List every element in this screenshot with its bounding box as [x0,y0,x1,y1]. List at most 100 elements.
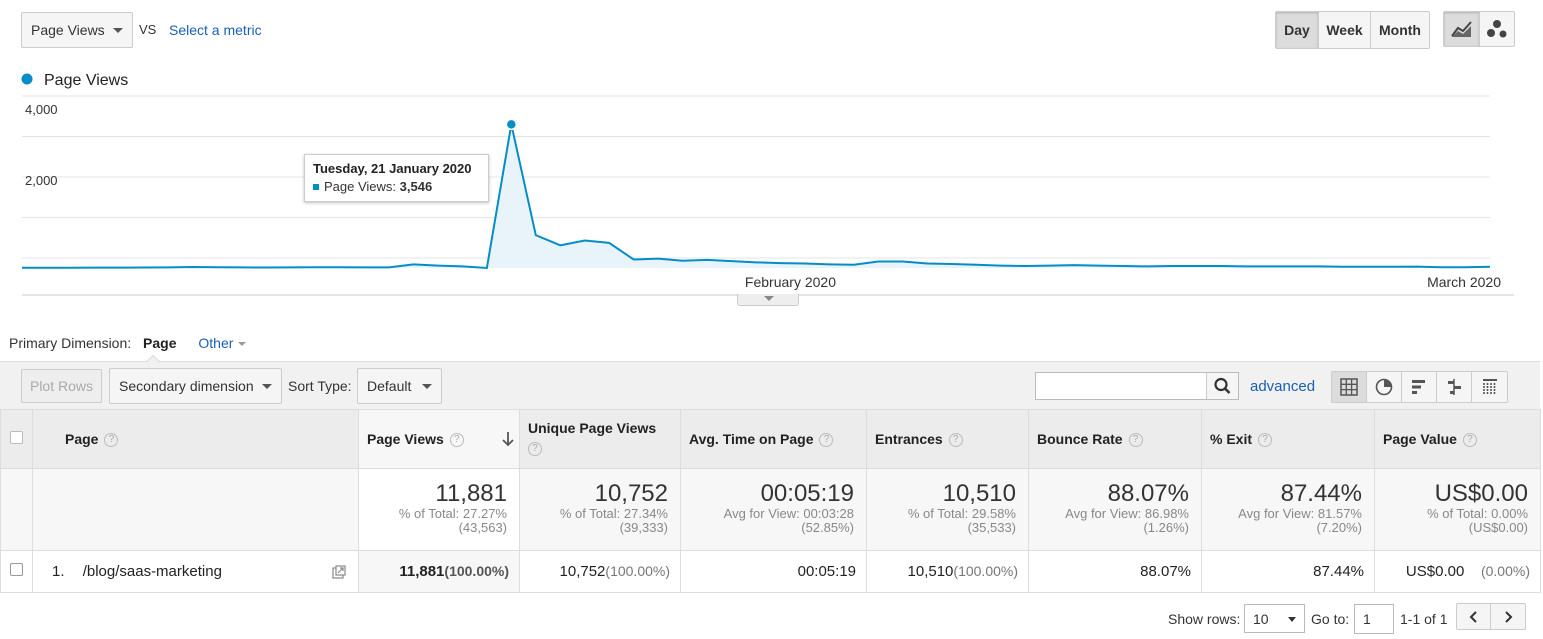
select-all-checkbox[interactable] [10,431,23,444]
total-line2: (7.20%) [1316,520,1362,535]
header-page-label: Page [65,430,99,447]
total-value: 10,510 [942,480,1016,507]
tooltip-series-label: Page Views: [324,179,397,194]
total-page-views: 11,881 % of Total: 27.27% (43,563) [358,468,520,551]
month-button[interactable]: Month [1379,22,1421,38]
help-icon[interactable]: ? [528,442,542,456]
vs-label: VS [139,22,157,37]
row-page-value-pct: (0.00%) [1480,563,1530,579]
total-line1: Avg for View: 86.98% [1065,506,1189,521]
total-line2: (35,533) [967,520,1016,535]
series-square-icon [313,183,319,190]
row-page-link[interactable]: /blog/saas-marketing [82,563,222,580]
header-unique-page-views[interactable]: Unique Page Views? [519,409,681,469]
plot-rows-button[interactable]: Plot Rows [21,369,102,403]
legend-dot [21,73,33,85]
total-line1: % of Total: 0.00% [1427,506,1528,521]
week-button[interactable]: Week [1319,12,1371,48]
header-avg-time[interactable]: Avg. Time on Page? [680,409,867,469]
select-all-cell [0,409,33,469]
sort-type-label: Sort Type: [288,378,352,394]
help-icon[interactable]: ? [1462,433,1477,448]
total-line2: (1.26%) [1143,520,1189,535]
header-page[interactable]: Page? [32,409,359,469]
help-icon[interactable]: ? [104,433,119,448]
help-icon[interactable]: ? [819,433,834,448]
y-tick-label: 4,000 [25,102,58,117]
row-page-value-value: US$0.00 [1405,563,1465,580]
search-button[interactable] [1206,373,1238,399]
select-metric-link[interactable]: Select a metric [169,22,262,38]
header-bounce-rate-label: Bounce Rate [1037,430,1123,447]
x-tick-label: March 2020 [1427,274,1501,290]
total-value: 00:05:19 [760,480,854,507]
header-page-views[interactable]: Page Views? [358,409,520,469]
total-value: 10,752 [594,480,668,507]
metric-select[interactable]: Page Views [21,12,133,48]
next-page-button[interactable] [1491,604,1525,629]
sort-type-value: Default [367,378,412,394]
metric-select-value: Page Views [31,22,105,38]
help-icon[interactable]: ? [1128,433,1143,448]
line-chart-icon[interactable] [1444,12,1480,46]
total-line1: Avg for View: 00:03:28 [723,506,854,521]
previous-page-button[interactable] [1457,604,1491,629]
total-avg-time: 00:05:19 Avg for View: 00:03:28 (52.85%) [680,468,867,551]
help-icon[interactable]: ? [1258,433,1273,448]
total-unique-page-views: 10,752 % of Total: 27.34% (39,333) [519,468,681,551]
totals-blank [0,468,33,551]
pivot-icon[interactable] [1472,372,1507,402]
secondary-dimension-select[interactable]: Secondary dimension [109,368,282,404]
data-table: Page? Page Views? Unique Page Views? Avg… [0,409,1541,593]
row-index: 1. [52,563,65,580]
primary-dimension-label: Primary Dimension: [9,335,132,351]
day-button[interactable]: Day [1276,12,1319,48]
row-page-views: 11,881(100.00%) [358,550,520,593]
header-bounce-rate[interactable]: Bounce Rate? [1028,409,1202,469]
chevron-down-icon [262,384,272,389]
header-page-value[interactable]: Page Value? [1374,409,1541,469]
row-unique-page-views-pct: (100.00%) [605,563,670,579]
show-rows-select[interactable]: 10 [1244,604,1305,633]
table-view-toggle [1331,371,1508,403]
row-page-views-value: 11,881 [399,563,445,580]
help-icon[interactable]: ? [449,433,464,448]
legend-label: Page Views [44,72,128,89]
dimension-page[interactable]: Page [143,335,177,351]
advanced-link[interactable]: advanced [1250,378,1316,395]
goto-input[interactable] [1354,604,1394,634]
header-entrances[interactable]: Entrances? [866,409,1029,469]
table-row[interactable]: 1. /blog/saas-marketing 11,881(100.00%) … [0,550,1541,593]
dimension-other[interactable]: Other [198,335,247,351]
row-page-views-pct: (100.00%) [444,563,509,579]
total-line1: % of Total: 27.34% [559,506,668,521]
total-value: 88.07% [1107,480,1189,507]
table-search-input[interactable] [1036,373,1206,399]
total-page-value: US$0.00 % of Total: 0.00% (US$0.00) [1374,468,1541,551]
header-avg-time-label: Avg. Time on Page [689,430,814,447]
row-exit: 87.44% [1201,550,1375,593]
help-icon[interactable]: ? [948,433,963,448]
chart-collapse-toggle[interactable] [737,294,799,306]
search-icon [1214,377,1231,394]
performance-icon[interactable] [1402,372,1437,402]
total-value: US$0.00 [1434,480,1528,507]
total-line2: (52.85%) [801,520,854,535]
row-entrances-pct: (100.00%) [953,563,1018,579]
total-exit: 87.44% Avg for View: 81.57% (7.20%) [1201,468,1375,551]
comparison-icon[interactable] [1437,372,1472,402]
sort-type-select[interactable]: Default [357,368,442,404]
show-rows-label: Show rows: [1168,611,1241,627]
pie-chart-icon[interactable] [1367,372,1402,402]
chevron-down-icon [238,342,247,347]
total-line2: (39,333) [619,520,668,535]
data-table-icon[interactable] [1332,372,1367,402]
header-exit[interactable]: % Exit? [1201,409,1375,469]
open-external-icon[interactable] [332,565,346,579]
row-checkbox[interactable] [10,563,23,576]
primary-dimension-bar: Primary Dimension: Page Other [9,335,247,351]
chart-type-toggle [1443,11,1515,47]
totals-row: 11,881 % of Total: 27.27% (43,563) 10,75… [0,468,1541,551]
total-line1: % of Total: 29.58% [907,506,1016,521]
motion-chart-icon[interactable] [1480,12,1514,46]
